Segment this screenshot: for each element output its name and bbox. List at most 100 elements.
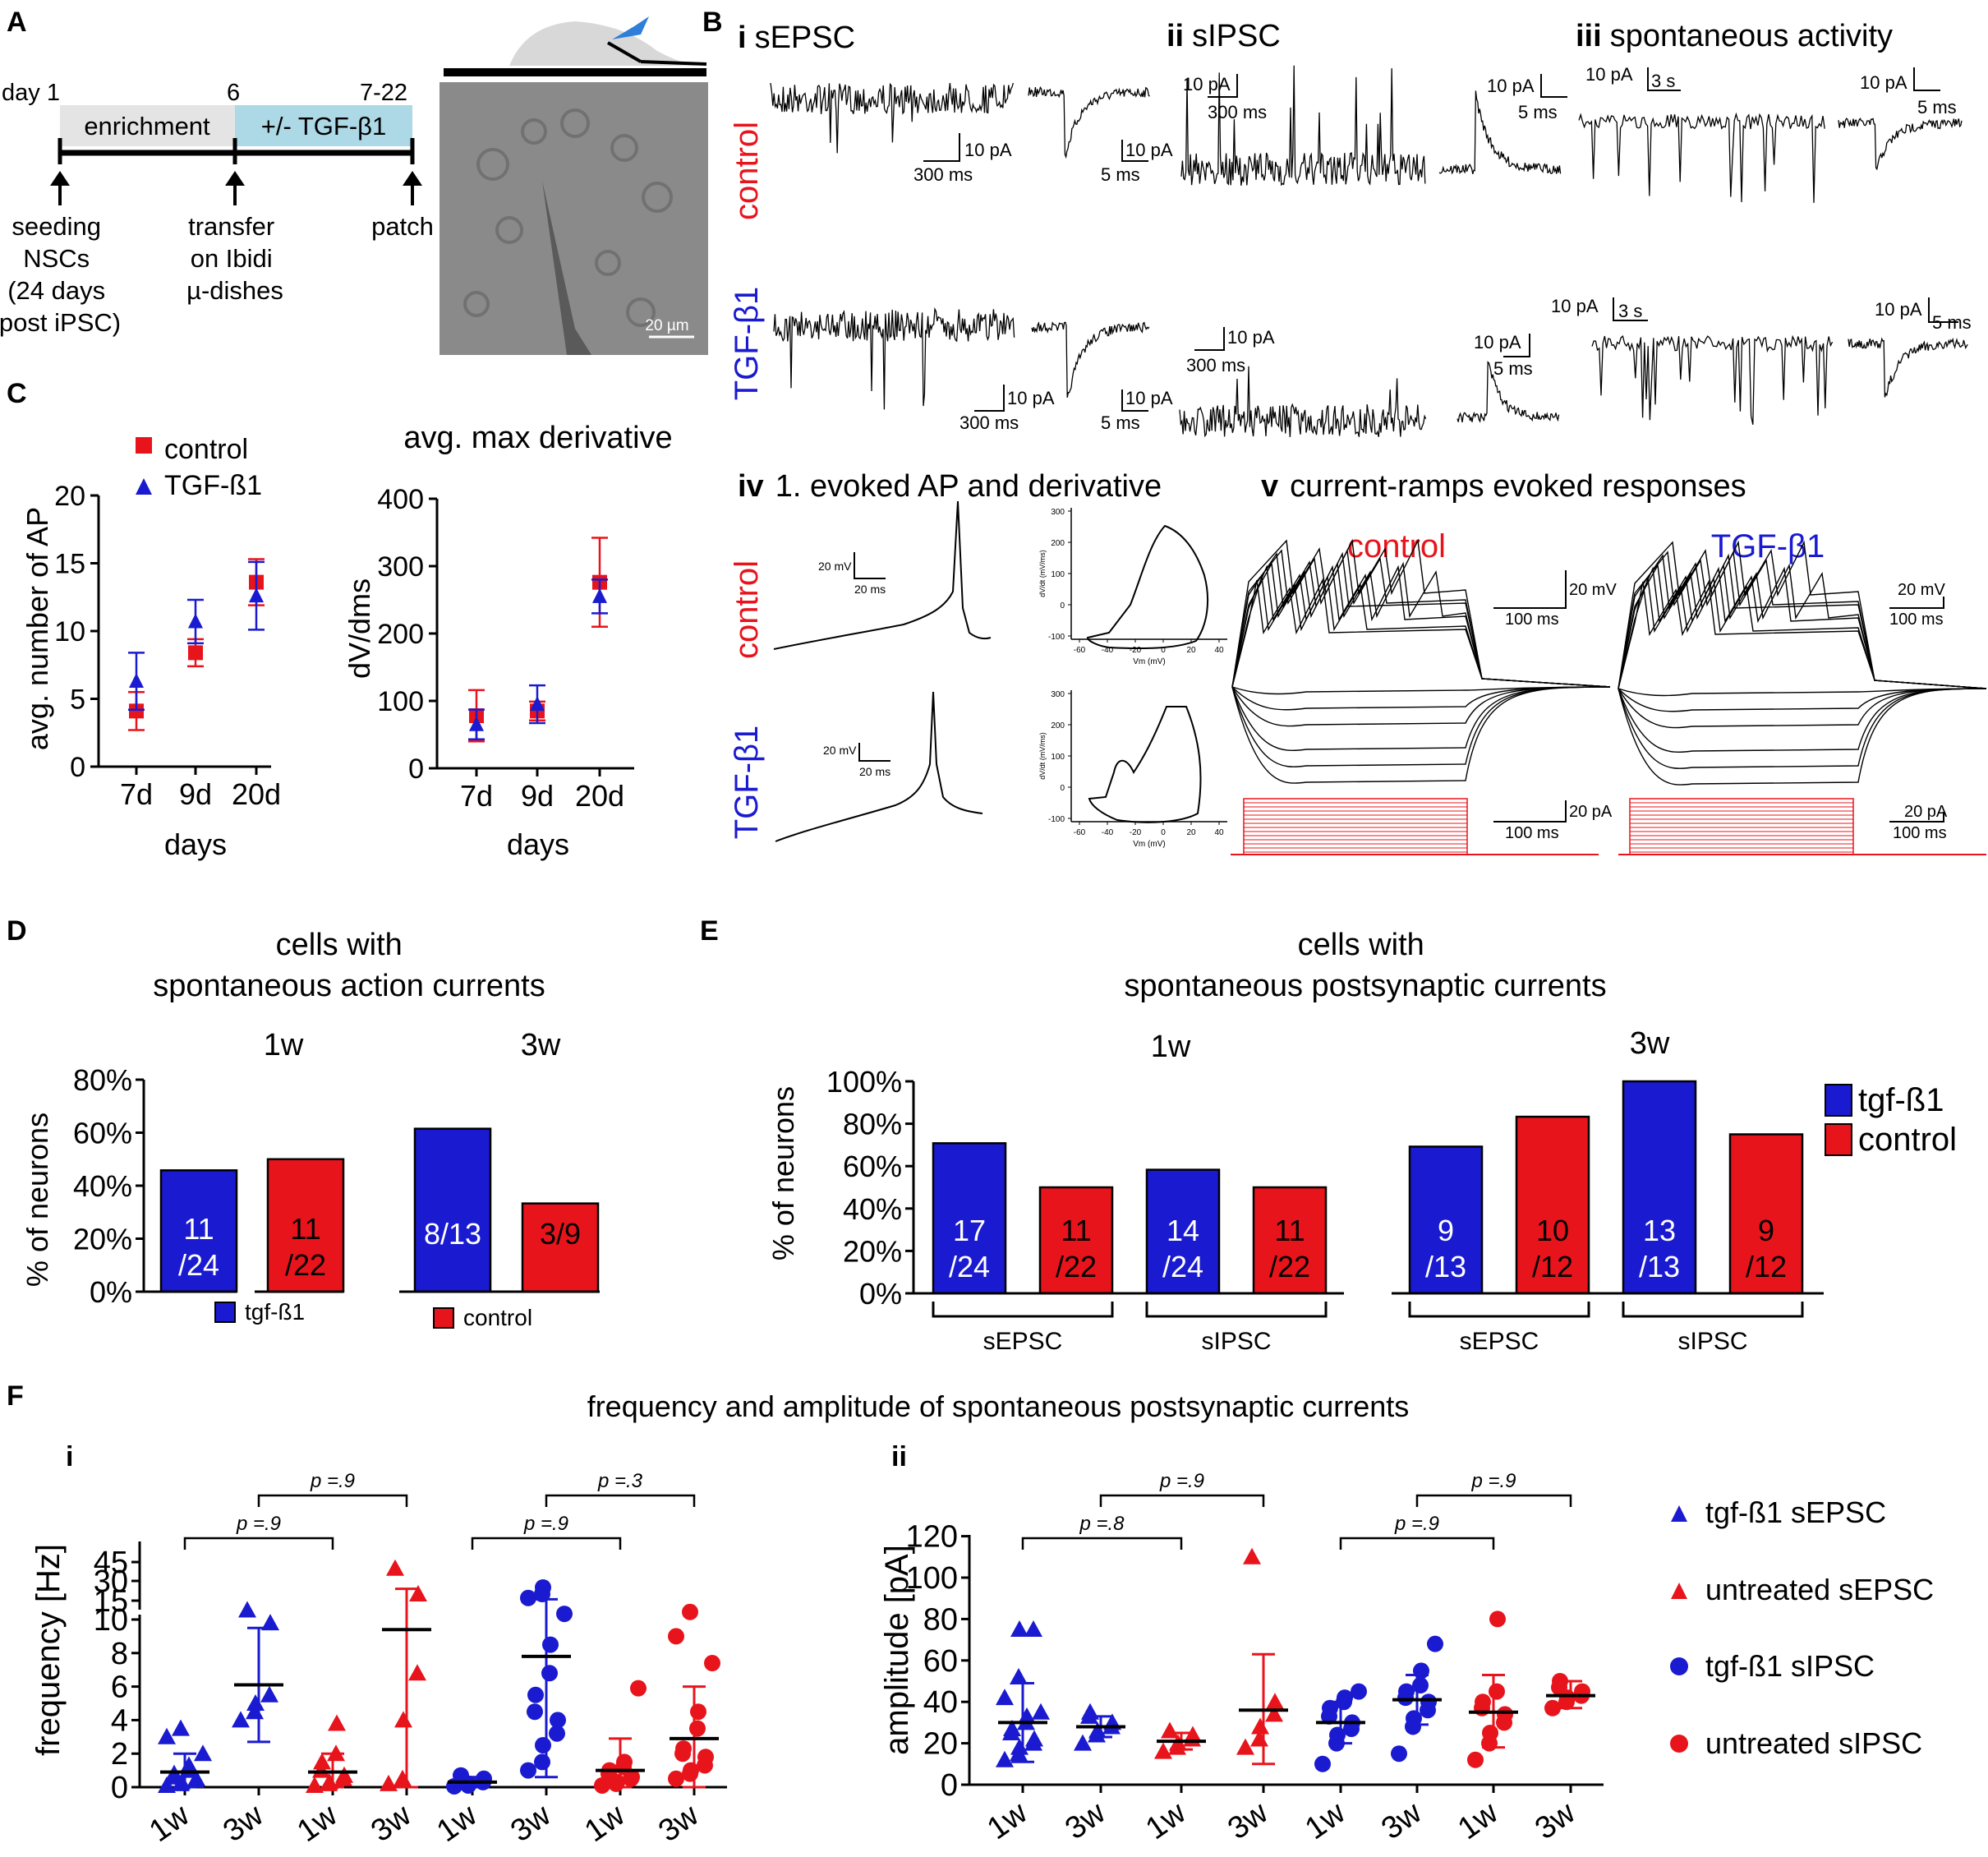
- data-point: [1025, 1730, 1043, 1747]
- sipsc-trace-tgf: [1179, 366, 1427, 438]
- data-point: [172, 1719, 190, 1736]
- iv-scalebars: 20 mV 20 ms 20 mV 20 ms: [818, 552, 890, 778]
- tick-label: 100: [1051, 753, 1065, 762]
- x-tick-label: 1w: [143, 1798, 196, 1850]
- data-point: [1010, 1620, 1029, 1637]
- scalebars-row1: 10 pA 300 ms 10 pA 5 ms 10 pA 300 ms 10 …: [913, 64, 1957, 185]
- seeding-text: seeding NSCs (24 days post iPSC): [0, 212, 121, 337]
- stimulus-box: [1243, 798, 1468, 855]
- fi-label: i: [66, 1441, 73, 1472]
- bar-label: /13: [1639, 1250, 1680, 1283]
- data-point: [1329, 1726, 1346, 1744]
- data-point: [550, 1712, 566, 1729]
- ramp-control-depolarizing: [1231, 564, 1611, 688]
- data-point: [1088, 1721, 1107, 1739]
- data-point: [534, 1753, 550, 1771]
- phase-xlabel: Vm (mV): [1133, 840, 1165, 849]
- data-point: [1412, 1677, 1429, 1694]
- y-tick-label: 2: [111, 1737, 128, 1772]
- y-tick-label: 10: [94, 1603, 128, 1638]
- data-point: [1266, 1693, 1284, 1710]
- fii-label: ii: [891, 1441, 907, 1472]
- bar-label: 11: [290, 1212, 320, 1246]
- scalebar: [974, 385, 1005, 412]
- data-point: [1489, 1683, 1505, 1700]
- c-right-ylabel: dV/dms: [343, 578, 376, 679]
- scale-label: 10 pA: [1875, 299, 1922, 320]
- e-title: cells with spontaneous postsynaptic curr…: [1124, 928, 1606, 1003]
- f-title: frequency and amplitude of spontaneous p…: [587, 1389, 1410, 1423]
- legend-square-icon: [1825, 1123, 1852, 1156]
- y-tick-label: 30: [94, 1564, 128, 1599]
- c-right-title: avg. max derivative: [403, 421, 672, 455]
- data-point: [1351, 1683, 1367, 1700]
- panel-f-letter: F: [7, 1380, 24, 1412]
- scalebar-label: 20 µm: [645, 317, 688, 334]
- data-point: [469, 716, 484, 731]
- x-tick-label: 9d: [521, 779, 554, 813]
- chart-c-right: 0 100 200 300 400 7d 9d 20d: [377, 484, 634, 813]
- data-point: [409, 1585, 427, 1601]
- data-point: [394, 1711, 412, 1728]
- bar: [1145, 1168, 1221, 1295]
- data-point: [238, 1601, 256, 1618]
- patch-text: patch: [371, 212, 434, 241]
- data-point: [1322, 1699, 1338, 1716]
- subgroup-label: sEPSC: [1460, 1328, 1539, 1355]
- p-value: p =.3: [597, 1470, 643, 1492]
- chart-f-ii: 0 20 40 60 80 100 120 1w 3w 1w 3w 1w 3w 1w 3w p =.9 p =.…: [906, 1470, 1604, 1846]
- data-point: [1243, 1547, 1261, 1564]
- data-point: [129, 703, 144, 719]
- comparison-bracket: [1339, 1537, 1495, 1550]
- y-tick-label: 40%: [843, 1192, 902, 1226]
- data-point: [541, 1665, 558, 1682]
- y-tick-label: 0: [408, 753, 424, 785]
- x-tick-label: 3w: [652, 1798, 705, 1850]
- data-point: [689, 1720, 706, 1737]
- data-point: [668, 1770, 684, 1787]
- scale-label: 10 pA: [1007, 388, 1055, 408]
- scale-label: 20 mV: [1898, 581, 1945, 599]
- x-tick-label: 20d: [575, 779, 624, 813]
- tick-label: -60: [1074, 828, 1086, 837]
- tick-label: -20: [1130, 646, 1142, 655]
- scale-label: 300 ms: [913, 164, 973, 185]
- x-tick-label: 3w: [1375, 1795, 1428, 1847]
- panel-a: A day 1 6 7-22 enrichment +/- TGF-β1 see…: [0, 7, 708, 355]
- tick-label: 40: [1214, 828, 1224, 837]
- data-point: [1161, 1721, 1179, 1739]
- ap-trace-tgf: [775, 691, 983, 842]
- data-point: [1467, 1751, 1484, 1768]
- tick-label: 300: [1051, 690, 1065, 699]
- y-tick-label: 0%: [859, 1277, 902, 1311]
- spont-event-control: [1838, 118, 1963, 171]
- tick-label: 200: [1051, 721, 1065, 730]
- tick-label: -20: [1130, 828, 1142, 837]
- data-point: [158, 1727, 176, 1744]
- subgroup-label: sIPSC: [1677, 1328, 1747, 1355]
- x-tick-label: 3w: [1059, 1795, 1111, 1847]
- comparison-bracket: [1415, 1494, 1572, 1507]
- fii-ylabel: amplitude [pA]: [879, 1545, 915, 1755]
- y-tick-label: 40: [923, 1685, 958, 1720]
- scale-label: 20 ms: [854, 583, 886, 596]
- data-point: [704, 1655, 720, 1672]
- x-tick-label: 7d: [460, 779, 493, 813]
- data-point: [630, 1680, 647, 1697]
- scale-label: 10 pA: [1125, 388, 1173, 408]
- y-tick-label: 15: [54, 549, 85, 580]
- ramp-control-hyperpolarizing: [1231, 686, 1611, 767]
- phase-plot-tgf: 300 200 100 0 -100 -60 -40 -20 0 20 40 dV/dt (mV/ms…: [1038, 690, 1227, 849]
- tick-label: -100: [1048, 633, 1065, 642]
- phase-ylabel: dV/dt (mV/ms): [1038, 732, 1047, 780]
- y-tick-label: 80%: [73, 1063, 132, 1097]
- data-point: [158, 1776, 176, 1793]
- f-legend-item: untreated sIPSC: [1705, 1726, 1922, 1760]
- scale-label: 10 pA: [1183, 74, 1231, 94]
- data-point: [556, 1606, 573, 1623]
- scale-label: 100 ms: [1893, 824, 1947, 842]
- data-point: [380, 1774, 398, 1791]
- scale-label: 5 ms: [1917, 97, 1957, 118]
- tick-label: 0: [1161, 828, 1166, 837]
